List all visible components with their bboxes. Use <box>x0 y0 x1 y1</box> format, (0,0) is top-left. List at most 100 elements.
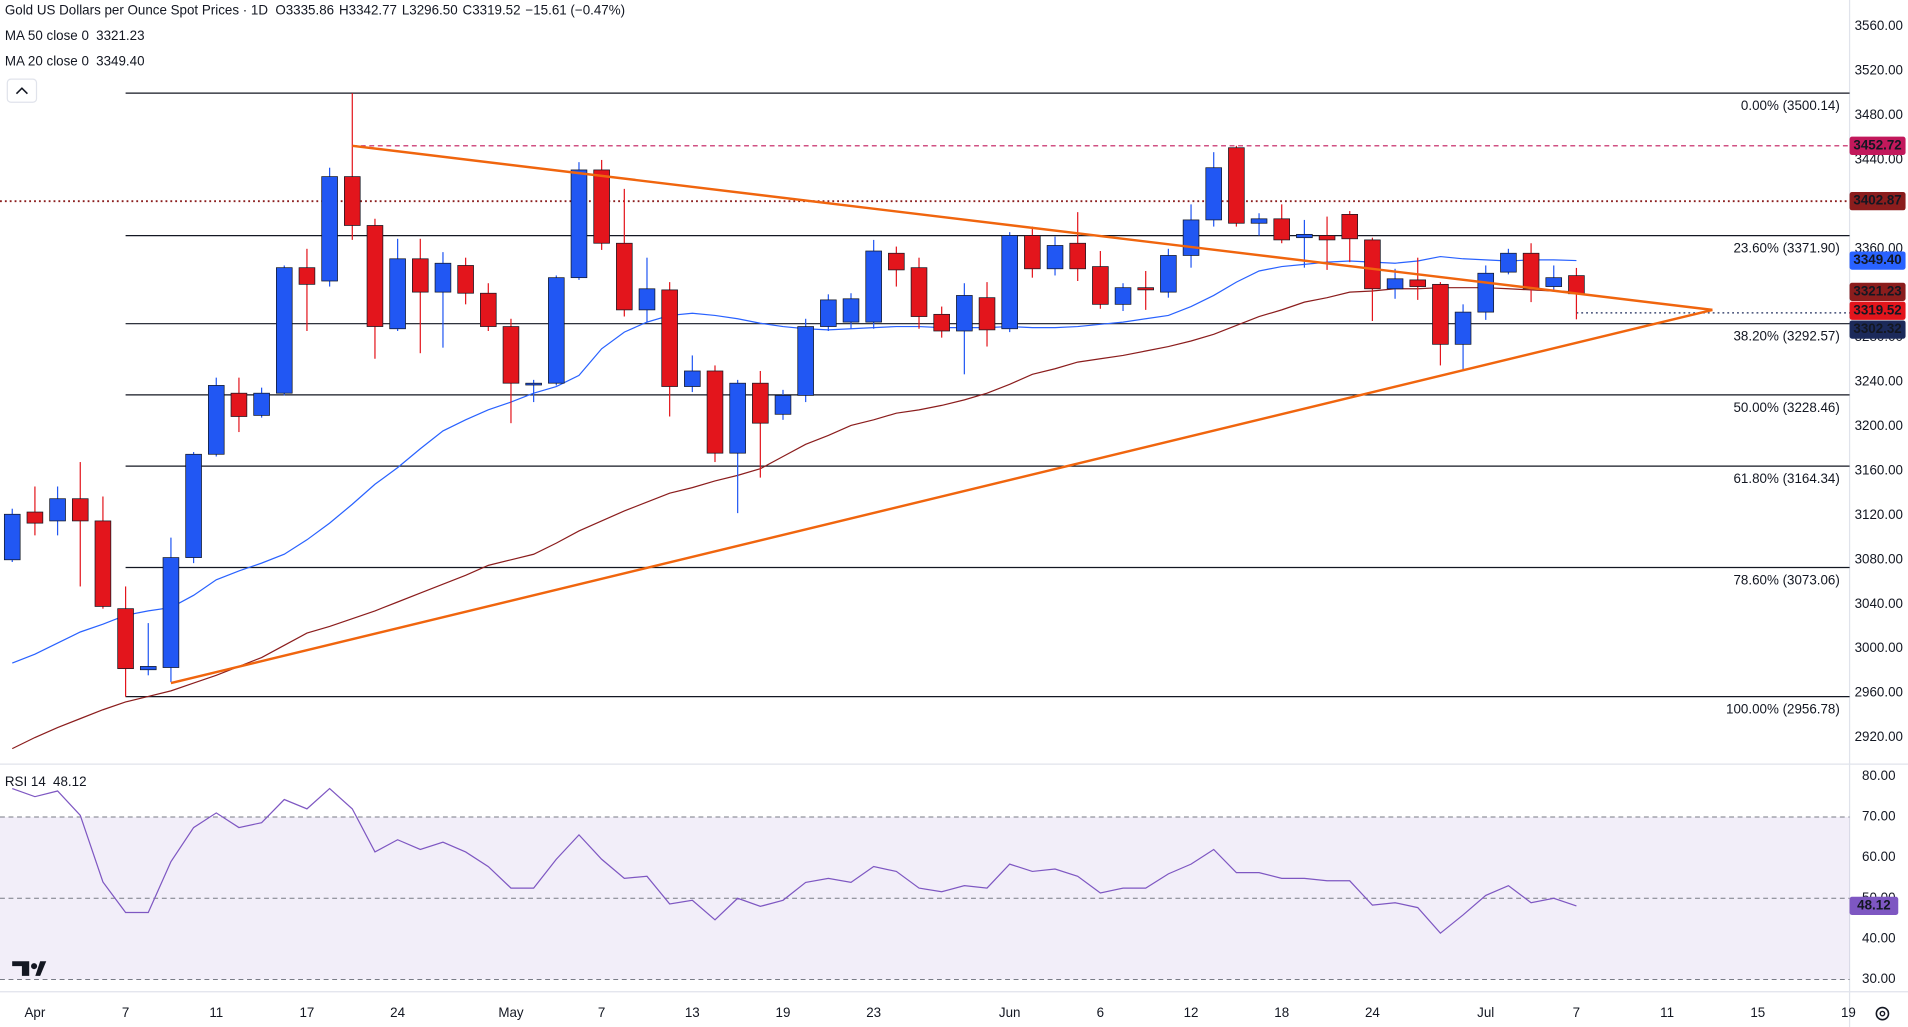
candle-body <box>457 265 474 294</box>
candle-body <box>1182 219 1200 256</box>
legend-text: 3342.77 <box>349 2 397 17</box>
candle-body <box>1568 275 1585 295</box>
candle-body <box>729 382 746 454</box>
candle-body <box>661 289 678 387</box>
x-tick-label: 24 <box>390 1005 405 1020</box>
y-tick-label: 3040.00 <box>1855 596 1903 611</box>
candle-body <box>1296 233 1313 239</box>
legend-text: 3335.86 <box>286 2 334 17</box>
candle-body <box>1069 242 1086 270</box>
x-tick-label: Jul <box>1477 1005 1494 1020</box>
candle-body <box>865 250 882 323</box>
x-tick-label: 23 <box>866 1005 881 1020</box>
price-badge <box>1849 251 1906 270</box>
candle-body <box>1500 252 1517 273</box>
candle-body <box>1250 218 1268 224</box>
price-badge <box>1849 282 1906 301</box>
candle-body <box>1522 252 1540 290</box>
x-tick-label: 17 <box>300 1005 315 1020</box>
ma-line <box>11 287 1577 750</box>
candle-body <box>1341 214 1359 240</box>
x-tick-label: 24 <box>1365 1005 1380 1020</box>
candle-body <box>480 292 497 327</box>
candle-body <box>1454 311 1472 345</box>
collapse-button[interactable] <box>6 78 38 103</box>
price-badge-label: 3321.23 <box>1853 283 1901 298</box>
price-badge-label: 3402.87 <box>1853 193 1901 208</box>
logo-part <box>31 963 38 970</box>
price-badge-label: 3319.52 <box>1853 302 1901 317</box>
candle-body <box>276 267 293 394</box>
candle-body <box>1160 255 1177 293</box>
tv-logo <box>12 961 47 976</box>
legend-text: RSI 14 <box>5 774 46 789</box>
collapse-box[interactable] <box>6 78 38 103</box>
fib-label: 23.60% (3371.90) <box>1734 240 1840 255</box>
candle-body <box>253 392 270 416</box>
candle-body <box>684 370 701 387</box>
gear-ring[interactable] <box>1875 1006 1890 1021</box>
candle-body <box>1024 235 1041 270</box>
legend-text: 48.12 <box>53 774 86 789</box>
candle-body <box>117 608 134 670</box>
candle-body <box>1228 147 1245 224</box>
rsi-badge <box>1849 896 1899 916</box>
settings-icon[interactable] <box>1875 1006 1890 1021</box>
legend-text: 3296.50 <box>409 2 457 17</box>
candle-body <box>139 666 157 671</box>
fib-label: 78.60% (3073.06) <box>1734 572 1840 587</box>
price-badge-label: 3302.32 <box>1853 321 1901 336</box>
rsi-tick-label: 80.00 <box>1862 768 1895 783</box>
rsi-line <box>12 787 1577 935</box>
candle-body <box>230 392 248 417</box>
candle-body <box>162 557 180 668</box>
candle-body <box>26 511 44 524</box>
candle-body <box>1205 167 1222 221</box>
trendline <box>170 308 1713 685</box>
candle-body <box>1137 287 1154 291</box>
legend-text: MA 20 close 0 <box>5 54 89 69</box>
y-tick-label: 3480.00 <box>1855 107 1903 122</box>
x-tick-label: 7 <box>598 1005 605 1020</box>
candle-body <box>502 326 520 384</box>
rsi-badge-label: 48.12 <box>1857 897 1890 912</box>
candle-body <box>1477 272 1495 313</box>
x-tick-label: 6 <box>1097 1005 1104 1020</box>
rsi-tick-label: 40.00 <box>1862 930 1895 945</box>
candle-body <box>1364 239 1381 290</box>
x-tick-label: 18 <box>1274 1005 1289 1020</box>
rsi-tick-label: 70.00 <box>1862 809 1895 824</box>
price-badge <box>1849 301 1906 320</box>
candle-body <box>1318 235 1336 241</box>
candle-body <box>1273 218 1290 241</box>
candle-body <box>752 382 769 424</box>
candle-body <box>842 298 860 323</box>
legend: Gold US Dollars per Ounce Spot Prices · … <box>5 2 625 788</box>
y-tick-label: 3120.00 <box>1855 507 1903 522</box>
candle-body <box>434 262 452 293</box>
candle-body <box>1432 283 1449 345</box>
candle-body <box>774 395 792 415</box>
fib-label: 38.20% (3292.57) <box>1734 329 1840 344</box>
y-tick-label: 3520.00 <box>1855 63 1903 78</box>
rsi-tick-label: 60.00 <box>1862 849 1895 864</box>
legend-text: C <box>463 2 473 17</box>
candle-body <box>616 242 633 311</box>
legend-text: L <box>402 2 409 17</box>
price-badge-label: 3349.40 <box>1853 252 1901 267</box>
x-tick-label: Jun <box>999 1005 1021 1020</box>
candle-body <box>321 176 338 282</box>
y-tick-label: 3080.00 <box>1855 551 1903 566</box>
x-tick-label: 11 <box>209 1005 223 1020</box>
trendline <box>352 144 1713 312</box>
legend-text: 3349.40 <box>96 54 144 69</box>
candle-body <box>71 498 89 522</box>
x-tick-label: 19 <box>1841 1005 1856 1020</box>
fib-label: 61.80% (3164.34) <box>1734 471 1840 486</box>
candle-body <box>1386 278 1404 290</box>
x-tick-label: 7 <box>1573 1005 1580 1020</box>
candle-body <box>933 313 950 332</box>
candle-body <box>1545 277 1563 287</box>
candle-body <box>1092 266 1109 305</box>
